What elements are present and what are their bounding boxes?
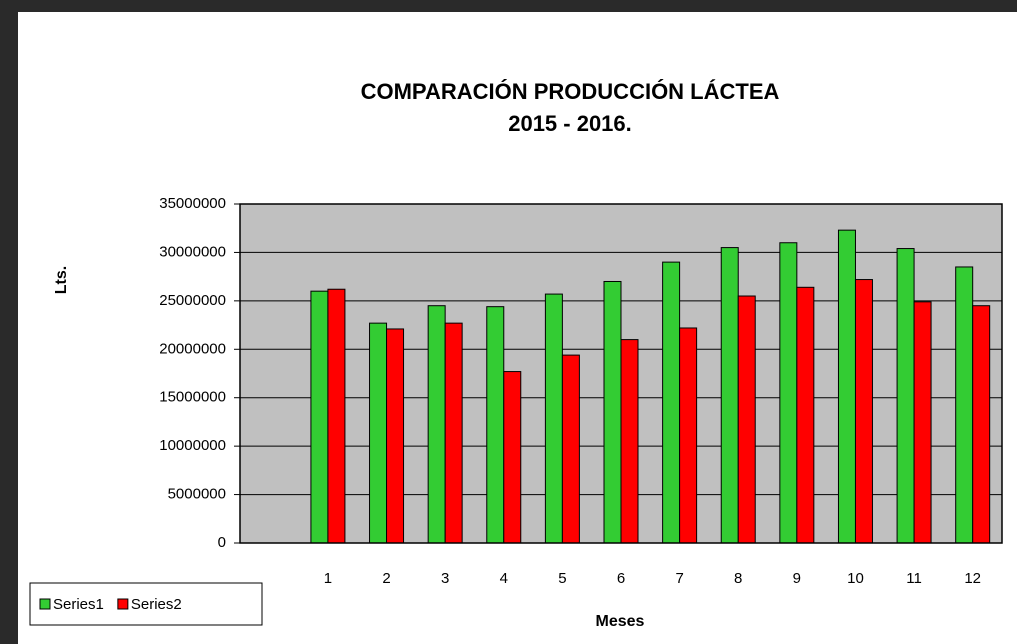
bar: [445, 323, 462, 543]
legend-swatch: [118, 599, 128, 609]
y-tick-label: 20000000: [159, 340, 226, 357]
y-tick-label: 35000000: [159, 195, 226, 212]
y-tick-label: 30000000: [159, 243, 226, 260]
chart-title: 2015 - 2016.: [508, 111, 632, 136]
x-tick-label: 9: [793, 570, 801, 587]
chart-title: COMPARACIÓN PRODUCCIÓN LÁCTEA: [361, 79, 780, 104]
bar: [621, 340, 638, 543]
y-tick-label: 0: [218, 534, 226, 551]
x-tick-label: 1: [324, 570, 332, 587]
legend-swatch: [40, 599, 50, 609]
legend-label: Series1: [53, 596, 104, 613]
x-tick-label: 6: [617, 570, 625, 587]
bar: [680, 328, 697, 543]
bar: [956, 267, 973, 543]
bar: [721, 248, 738, 543]
y-tick-label: 25000000: [159, 292, 226, 309]
x-tick-label: 8: [734, 570, 742, 587]
bar: [311, 291, 328, 543]
bar: [973, 306, 990, 543]
bar: [387, 329, 404, 543]
bar: [545, 294, 562, 543]
bar: [370, 323, 387, 543]
y-tick-label: 10000000: [159, 437, 226, 454]
x-tick-label: 10: [847, 570, 864, 587]
x-tick-label: 5: [558, 570, 566, 587]
bar: [562, 355, 579, 543]
bar: [504, 372, 521, 543]
y-axis-title: Lts.: [53, 266, 70, 294]
bar: [914, 302, 931, 543]
bar: [738, 296, 755, 543]
bar: [855, 280, 872, 543]
x-tick-label: 11: [906, 570, 922, 587]
bar: [897, 249, 914, 543]
x-tick-label: 3: [441, 570, 449, 587]
bar: [663, 262, 680, 543]
chart: COMPARACIÓN PRODUCCIÓN LÁCTEA 2015 - 201…: [0, 0, 1017, 644]
legend-label: Series2: [131, 596, 182, 613]
y-tick-label: 5000000: [168, 486, 226, 503]
x-tick-label: 7: [675, 570, 683, 587]
x-tick-label: 12: [964, 570, 981, 587]
bar: [797, 287, 814, 543]
bar: [780, 243, 797, 543]
y-tick-label: 15000000: [159, 389, 226, 406]
page: COMPARACIÓN PRODUCCIÓN LÁCTEA 2015 - 201…: [0, 0, 1017, 644]
x-tick-label: 4: [500, 570, 508, 587]
x-axis-title: Meses: [596, 613, 645, 630]
bar: [428, 306, 445, 543]
bar: [487, 307, 504, 543]
bar: [328, 289, 345, 543]
bar: [604, 281, 621, 543]
bar: [838, 230, 855, 543]
x-tick-label: 2: [382, 570, 390, 587]
